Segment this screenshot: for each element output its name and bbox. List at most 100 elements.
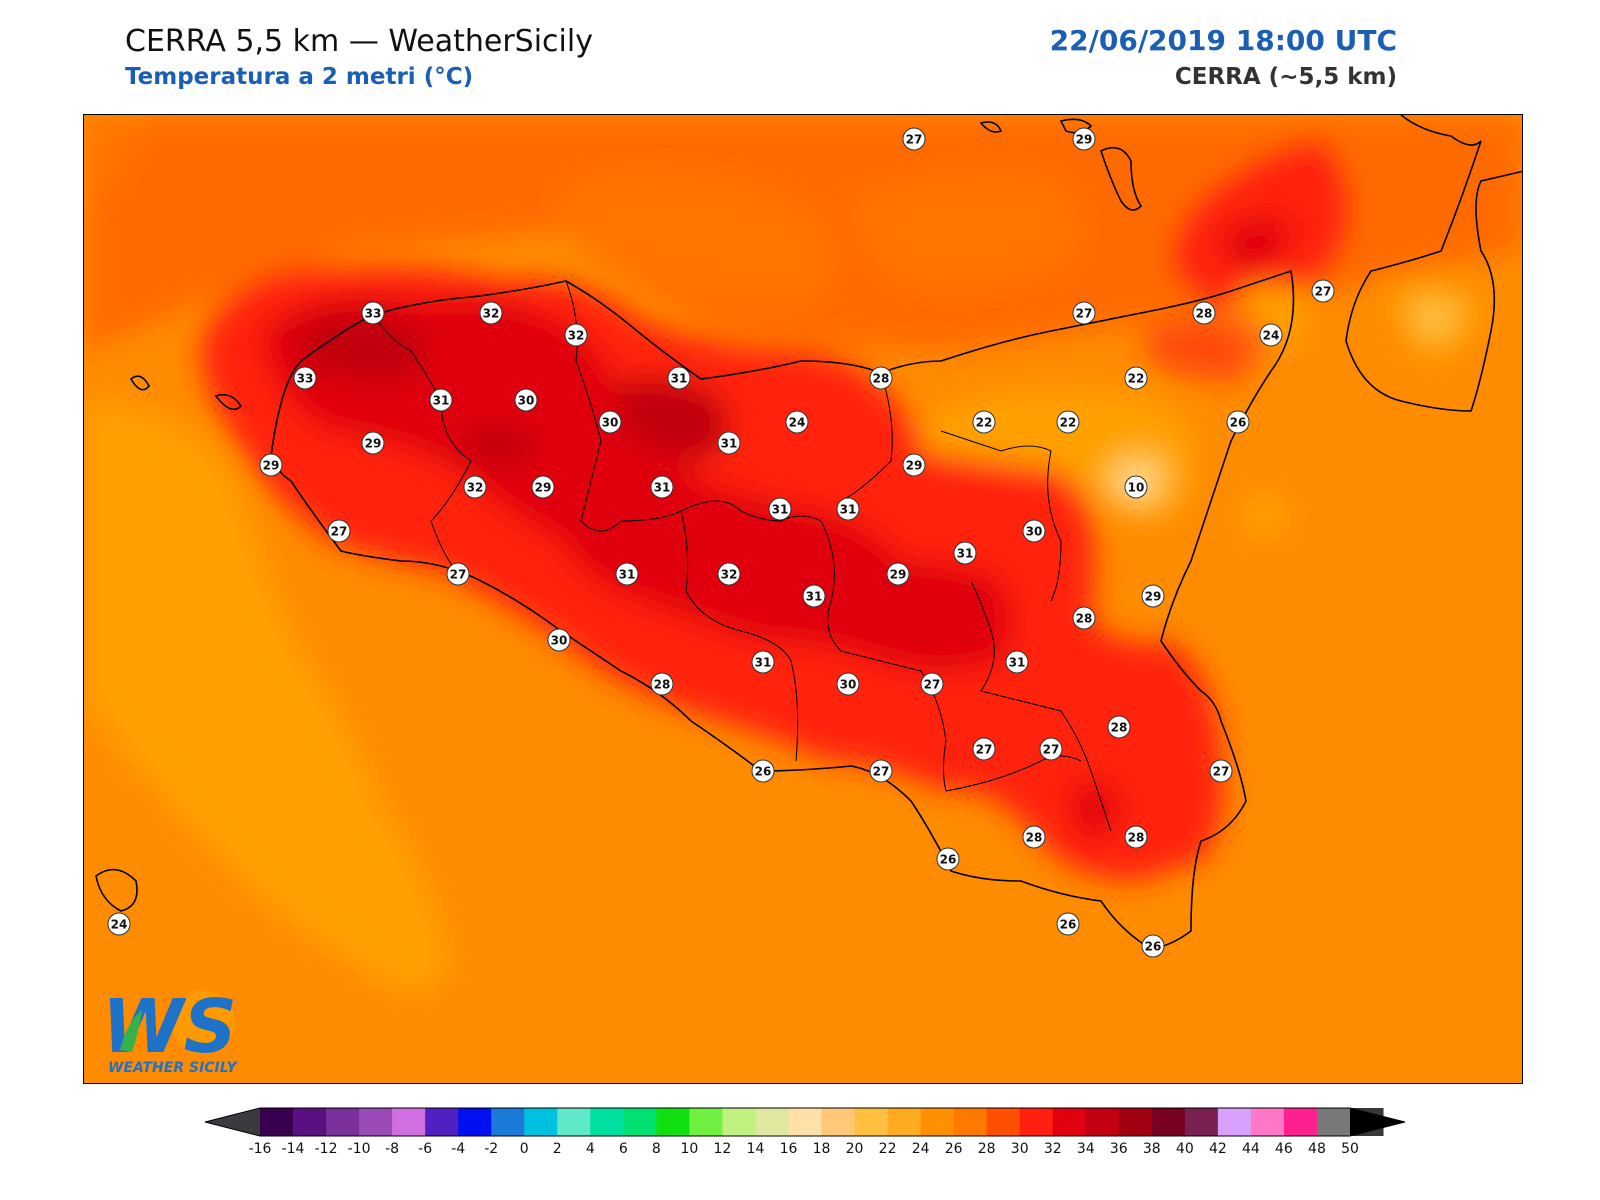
station-label: 32 bbox=[717, 562, 741, 586]
station-marker bbox=[886, 562, 910, 586]
station-label: 22 bbox=[972, 410, 996, 434]
station-marker bbox=[717, 562, 741, 586]
station-value: 31 bbox=[806, 590, 823, 604]
station-marker bbox=[429, 388, 453, 412]
station-marker bbox=[1072, 606, 1096, 630]
station-marker bbox=[667, 366, 691, 390]
colorbar-tick-label: 30 bbox=[1011, 1141, 1029, 1157]
colorbar-tick-label: 14 bbox=[747, 1141, 765, 1157]
station-value: 31 bbox=[671, 372, 688, 386]
station-value: 27 bbox=[873, 765, 890, 779]
colorbar-tick-label: 10 bbox=[680, 1141, 698, 1157]
station-label: 31 bbox=[650, 475, 674, 499]
station-marker bbox=[768, 497, 792, 521]
colorbar-tick-label: 28 bbox=[978, 1141, 996, 1157]
colorbar-min-arrow bbox=[205, 1108, 260, 1136]
station-label: 31 bbox=[717, 431, 741, 455]
station-marker bbox=[717, 431, 741, 455]
station-marker bbox=[650, 475, 674, 499]
station-label: 28 bbox=[1022, 825, 1046, 849]
station-value: 31 bbox=[840, 503, 857, 517]
colorbar-swatch bbox=[689, 1108, 723, 1136]
colorbar-tick-label: 18 bbox=[813, 1141, 831, 1157]
colorbar-tick-label: 44 bbox=[1242, 1141, 1260, 1157]
station-label: 31 bbox=[751, 650, 775, 674]
colorbar-swatch bbox=[1316, 1108, 1351, 1136]
station-label: 31 bbox=[615, 562, 639, 586]
colorbar-ticks: -16 -14 -12 -10 -8 -6 -4 -2 0 2 4 6 8 10 12 14 16 18 20 22 2… bbox=[249, 1141, 1359, 1157]
station-label: 27 bbox=[920, 672, 944, 696]
station-marker bbox=[1039, 737, 1063, 761]
station-value: 30 bbox=[602, 416, 619, 430]
station-label: 28 bbox=[1124, 825, 1148, 849]
station-value: 28 bbox=[1128, 831, 1145, 845]
station-value: 27 bbox=[906, 133, 923, 147]
station-label: 27 bbox=[1072, 301, 1096, 325]
colorbar-tick-label: 50 bbox=[1341, 1141, 1359, 1157]
station-marker bbox=[598, 410, 622, 434]
station-label: 32 bbox=[479, 301, 503, 325]
station-label: 29 bbox=[1072, 127, 1096, 151]
valid-datetime: 22/06/2019 18:00 UTC bbox=[1049, 24, 1397, 57]
station-label: 27 bbox=[972, 737, 996, 761]
station-label: 22 bbox=[1056, 410, 1080, 434]
station-value: 24 bbox=[1263, 329, 1280, 343]
station-marker bbox=[479, 301, 503, 325]
colorbar-swatch bbox=[557, 1108, 591, 1136]
station-label: 31 bbox=[667, 366, 691, 390]
colorbar-swatch bbox=[293, 1108, 327, 1136]
logo-caption: WEATHER SICILY bbox=[108, 1060, 239, 1076]
station-marker bbox=[920, 672, 944, 696]
station-marker bbox=[1005, 650, 1029, 674]
colorbar-swatch bbox=[623, 1108, 657, 1136]
station-value: 29 bbox=[263, 459, 280, 473]
station-value: 31 bbox=[1009, 656, 1026, 670]
station-marker bbox=[463, 475, 487, 499]
station-value: 28 bbox=[1196, 307, 1213, 321]
station-value: 31 bbox=[957, 547, 974, 561]
station-value: 26 bbox=[755, 765, 772, 779]
station-value: 32 bbox=[467, 481, 484, 495]
temperature-contours bbox=[84, 115, 1522, 993]
station-value: 27 bbox=[331, 525, 348, 539]
station-value: 28 bbox=[1111, 721, 1128, 735]
station-label: 32 bbox=[463, 475, 487, 499]
colorbar-tick-label: 24 bbox=[912, 1141, 930, 1157]
station-value: 31 bbox=[654, 481, 671, 495]
colorbar-swatch bbox=[821, 1108, 856, 1136]
station-value: 32 bbox=[568, 329, 585, 343]
station-marker bbox=[1022, 519, 1046, 543]
colorbar-tick-label: 22 bbox=[879, 1141, 897, 1157]
station-label: 28 bbox=[650, 672, 674, 696]
station-marker bbox=[1072, 301, 1096, 325]
station-marker bbox=[836, 497, 860, 521]
colorbar-swatch bbox=[1217, 1108, 1252, 1136]
station-label: 33 bbox=[293, 366, 317, 390]
station-marker bbox=[1124, 475, 1148, 499]
colorbar-tick-label: 4 bbox=[586, 1141, 595, 1157]
station-labels: 27 29 33 32 32 27 28 27 24 33 31 30 31 28 22 30 24 22 22 26… bbox=[107, 127, 1335, 958]
station-label: 30 bbox=[598, 410, 622, 434]
colorbar-swatch bbox=[1019, 1108, 1054, 1136]
station-value: 22 bbox=[976, 416, 993, 430]
colorbar-swatch bbox=[260, 1108, 294, 1136]
station-label: 26 bbox=[1226, 410, 1250, 434]
station-value: 29 bbox=[890, 568, 907, 582]
colorbar-swatch bbox=[425, 1108, 459, 1136]
station-label: 29 bbox=[902, 453, 926, 477]
colorbar-tick-label: -10 bbox=[348, 1141, 371, 1157]
station-marker bbox=[902, 127, 926, 151]
station-marker bbox=[1209, 759, 1233, 783]
station-label: 29 bbox=[259, 453, 283, 477]
station-value: 31 bbox=[772, 503, 789, 517]
station-label: 27 bbox=[902, 127, 926, 151]
station-label: 31 bbox=[802, 584, 826, 608]
station-label: 27 bbox=[446, 562, 470, 586]
station-value: 31 bbox=[433, 394, 450, 408]
station-label: 26 bbox=[1141, 934, 1165, 958]
station-label: 24 bbox=[107, 912, 131, 936]
province-borders bbox=[372, 280, 1112, 832]
station-marker bbox=[836, 672, 860, 696]
colorbar-tick-label: -2 bbox=[484, 1141, 498, 1157]
station-value: 22 bbox=[1128, 372, 1145, 386]
